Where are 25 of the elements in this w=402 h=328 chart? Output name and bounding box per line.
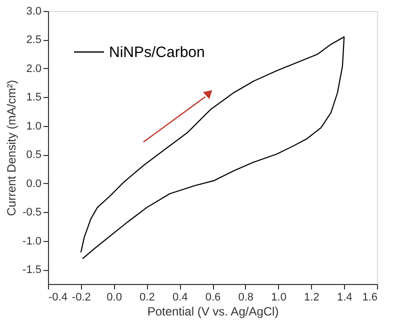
- y-tick-label: -0.5: [22, 206, 42, 219]
- x-tick-label: 0.8: [238, 292, 254, 304]
- y-tick-label: 1.0: [26, 120, 42, 132]
- x-tick-label: 1.6: [362, 292, 378, 304]
- y-axis-title: Current Density (mA/cm²): [4, 80, 19, 216]
- x-tick-label: 1.2: [304, 292, 320, 304]
- y-tick-label: 0.5: [26, 149, 42, 162]
- x-tick-label: 0.4: [172, 292, 188, 304]
- y-tick-label: -1.5: [22, 264, 42, 276]
- x-axis-title: Potential (V vs. Ag/AgCl): [147, 304, 279, 318]
- y-tick-label: 3.0: [26, 6, 42, 18]
- x-tick-label: -0.2: [72, 292, 91, 304]
- y-tick-label: 1.5: [26, 92, 42, 104]
- x-tick-label: 1.4: [336, 292, 352, 304]
- y-tick-label: 2.0: [26, 62, 42, 75]
- x-tick-label: 1.0: [271, 292, 286, 304]
- y-tick-label: 0.0: [26, 178, 42, 190]
- x-tick-label: 0.6: [205, 292, 221, 304]
- line-series: [80, 36, 345, 260]
- y-tick-label: 2.5: [26, 34, 42, 46]
- x-tick-label: 0.2: [140, 292, 155, 304]
- x-tick-label: -0.4: [48, 292, 68, 304]
- legend-label: NiNPs/Carbon: [109, 44, 205, 61]
- y-tick-label: -1.0: [22, 235, 42, 248]
- x-tick-label: 0.0: [106, 292, 122, 304]
